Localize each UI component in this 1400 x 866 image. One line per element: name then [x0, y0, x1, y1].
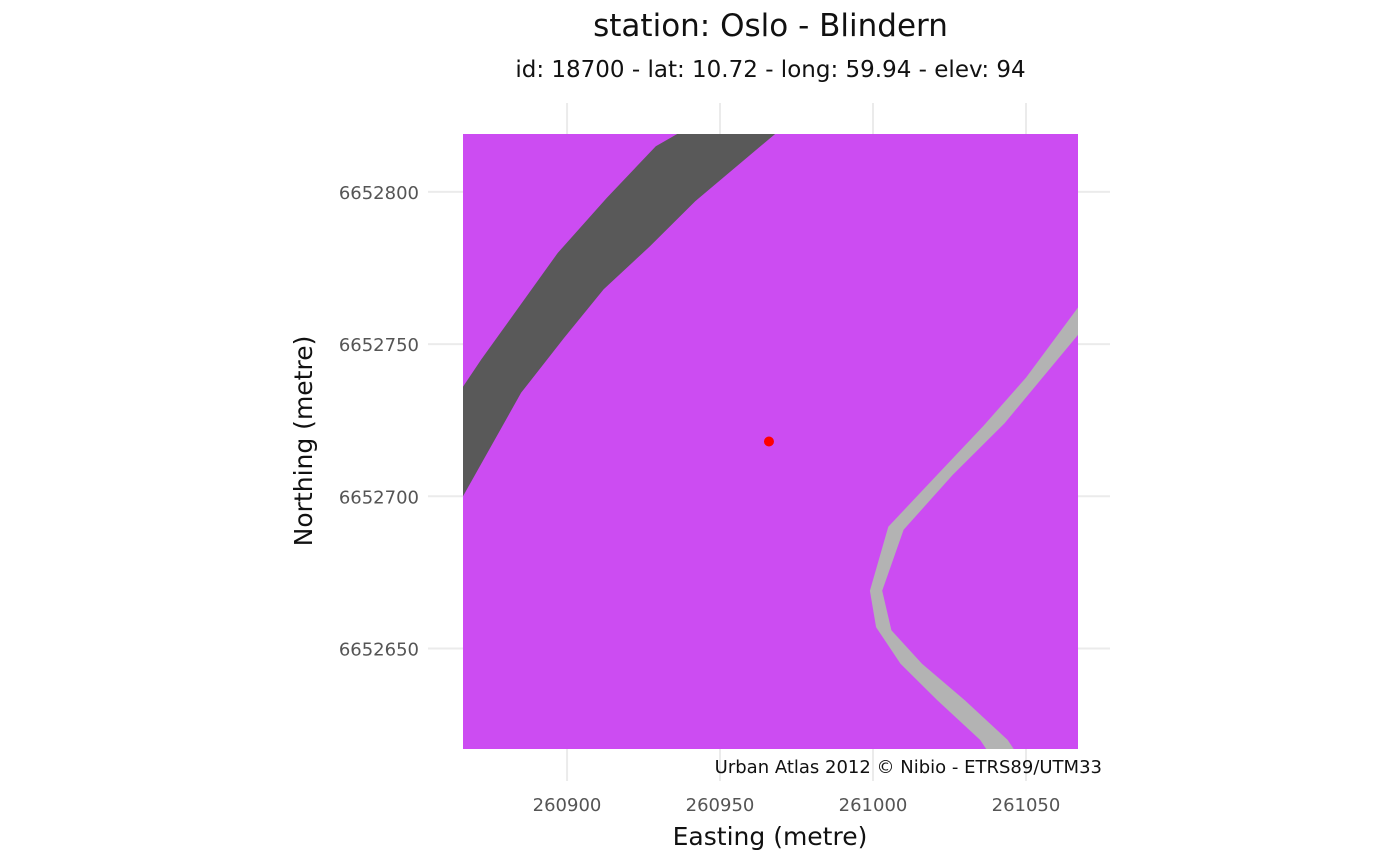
x-axis-title: Easting (metre): [673, 822, 868, 851]
y-tick-label: 6652800: [339, 183, 419, 204]
map-subtitle: id: 18700 - lat: 10.72 - long: 59.94 - e…: [515, 57, 1026, 83]
x-axis-ticks: 260900 260950 261000 261050: [533, 795, 1061, 816]
x-tick-label: 260900: [533, 795, 602, 816]
y-tick-label: 6652750: [339, 335, 419, 356]
y-tick-label: 6652700: [339, 487, 419, 508]
y-axis-title: Northing (metre): [289, 336, 318, 547]
x-tick-label: 261000: [839, 795, 908, 816]
y-tick-label: 6652650: [339, 640, 419, 661]
map-title: station: Oslo - Blindern: [593, 8, 948, 44]
x-tick-label: 261050: [992, 795, 1061, 816]
y-axis-ticks: 6652650 6652700 6652750 6652800: [339, 183, 419, 661]
map-features: [463, 134, 1078, 749]
map-caption: Urban Atlas 2012 © Nibio - ETRS89/UTM33: [715, 757, 1102, 778]
station-point: [763, 436, 774, 447]
x-tick-label: 260950: [686, 795, 755, 816]
minor-road: [869, 307, 1078, 749]
major-road: [463, 134, 776, 497]
